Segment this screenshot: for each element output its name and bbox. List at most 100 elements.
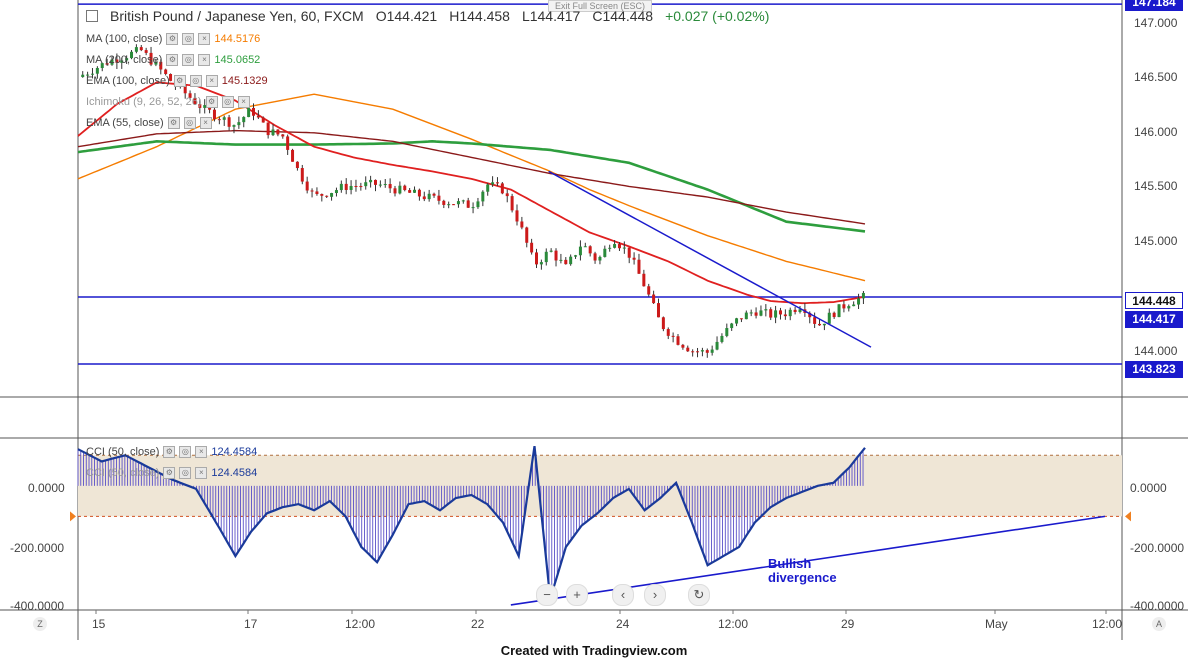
candle-body <box>330 193 334 197</box>
candle-body <box>544 251 548 263</box>
candle-body <box>120 60 124 63</box>
candle-body <box>90 73 94 75</box>
ohlc-low: L144.417 <box>521 8 581 24</box>
candle-body <box>754 312 758 316</box>
annotation-line-2: divergence <box>768 570 837 585</box>
candle-body <box>808 312 812 318</box>
close-icon[interactable]: × <box>195 467 208 479</box>
candle-body <box>515 210 519 222</box>
reset-view-button[interactable]: ↻ <box>688 584 710 606</box>
candle-body <box>700 350 704 352</box>
visibility-icon[interactable]: ◎ <box>179 446 192 458</box>
candle-body <box>466 200 470 208</box>
candle-body <box>217 119 221 121</box>
legend-ma200-value: 145.0652 <box>214 54 261 66</box>
annotation-line-1: Bullish <box>768 556 812 571</box>
candle-body <box>788 309 792 317</box>
close-icon[interactable]: × <box>205 75 218 87</box>
scroll-forward-button[interactable]: › <box>644 584 666 606</box>
candle-body <box>310 190 314 192</box>
y-tick-label: 147.000 <box>1134 16 1178 30</box>
x-tick-label: May <box>985 617 1008 631</box>
candle-body <box>837 304 841 318</box>
candle-body <box>232 125 236 127</box>
zoom-out-button[interactable]: − <box>536 584 558 606</box>
candle-body <box>759 310 763 316</box>
collapse-icon[interactable] <box>86 10 98 22</box>
footer-credit: Created with Tradingview.com <box>500 643 688 658</box>
visibility-icon[interactable]: ◎ <box>189 75 202 87</box>
legend-ma200[interactable]: MA (200, close) ⚙ ◎ × 145.0652 <box>86 54 260 66</box>
candle-body <box>105 63 109 65</box>
candle-body <box>134 47 138 52</box>
legend-ma100[interactable]: MA (100, close) ⚙ ◎ × 144.5176 <box>86 33 260 45</box>
legend-ema100[interactable]: EMA (100, close) ⚙ ◎ × 145.1329 <box>86 75 268 87</box>
y-tick-label: 144.000 <box>1134 344 1178 358</box>
legend-ema55[interactable]: EMA (55, close) ⚙ ◎ × <box>86 117 212 129</box>
visibility-icon[interactable]: ◎ <box>183 117 196 129</box>
candle-body <box>578 246 582 256</box>
settings-icon[interactable]: ⚙ <box>163 446 176 458</box>
close-icon[interactable]: × <box>199 117 212 129</box>
close-icon[interactable]: × <box>198 54 211 66</box>
candle-body <box>130 51 134 59</box>
candle-body <box>110 59 114 65</box>
settings-icon[interactable]: ⚙ <box>166 33 179 45</box>
candle-body <box>222 117 226 120</box>
corner-right-badge[interactable]: A <box>1152 617 1166 631</box>
candle-body <box>818 323 822 326</box>
close-icon[interactable]: × <box>237 96 250 108</box>
candle-body <box>344 183 348 190</box>
candle-body <box>359 186 363 188</box>
candle-body <box>252 107 256 116</box>
legend-ichimoku[interactable]: Ichimoku (9, 26, 52, 26) ⚙ ◎ × <box>86 96 250 108</box>
settings-icon[interactable]: ⚙ <box>167 117 180 129</box>
legend-cci[interactable]: CCI (50, close) ⚙ ◎ × 124.4584 <box>86 446 257 458</box>
visibility-icon[interactable]: ◎ <box>182 33 195 45</box>
legend-ema100-name: EMA (100, close) <box>86 75 170 87</box>
legend-ema55-name: EMA (55, close) <box>86 117 164 129</box>
candle-body <box>354 185 358 187</box>
visibility-icon[interactable]: ◎ <box>179 467 192 479</box>
legend-cci-2-value: 124.4584 <box>211 467 258 479</box>
candle-body <box>86 74 90 76</box>
candle-body <box>398 185 402 194</box>
candle-body <box>822 323 826 326</box>
settings-icon[interactable]: ⚙ <box>173 75 186 87</box>
candle-body <box>486 184 490 192</box>
exit-fullscreen-button[interactable]: Exit Full Screen (ESC) <box>548 0 653 12</box>
scroll-back-button[interactable]: ‹ <box>612 584 634 606</box>
candle-body <box>564 259 568 265</box>
y-tick-label: 146.500 <box>1134 70 1178 84</box>
candle-body <box>81 74 85 78</box>
candle-body <box>169 74 173 81</box>
candle-body <box>481 191 485 202</box>
close-icon[interactable]: × <box>198 33 211 45</box>
close-icon[interactable]: × <box>195 446 208 458</box>
candle-body <box>373 179 377 185</box>
settings-icon[interactable]: ⚙ <box>205 96 218 108</box>
symbol-title[interactable]: British Pound / Japanese Yen, 60, FXCM <box>110 8 364 24</box>
legend-cci-name: CCI (50, close) <box>86 446 160 458</box>
candle-body <box>710 349 714 353</box>
candle-body <box>574 255 578 257</box>
candle-body <box>125 58 129 61</box>
price-label-last: 144.448 <box>1125 292 1183 309</box>
settings-icon[interactable]: ⚙ <box>166 54 179 66</box>
visibility-icon[interactable]: ◎ <box>221 96 234 108</box>
x-tick-label: 29 <box>841 617 855 631</box>
candle-body <box>749 312 753 314</box>
zoom-in-button[interactable]: + <box>566 584 588 606</box>
candle-body <box>666 329 670 336</box>
legend-ma100-name: MA (100, close) <box>86 33 163 45</box>
candle-body <box>525 227 529 243</box>
visibility-icon[interactable]: ◎ <box>182 54 195 66</box>
candle-body <box>593 253 597 261</box>
candle-body <box>154 61 158 65</box>
candle-body <box>349 185 353 190</box>
candle-body <box>798 309 802 312</box>
legend-cci-2[interactable]: CCI (50, close) ⚙ ◎ × 124.4584 <box>86 467 257 479</box>
corner-left-badge[interactable]: Z <box>33 617 47 631</box>
candle-body <box>139 47 143 51</box>
settings-icon[interactable]: ⚙ <box>163 467 176 479</box>
